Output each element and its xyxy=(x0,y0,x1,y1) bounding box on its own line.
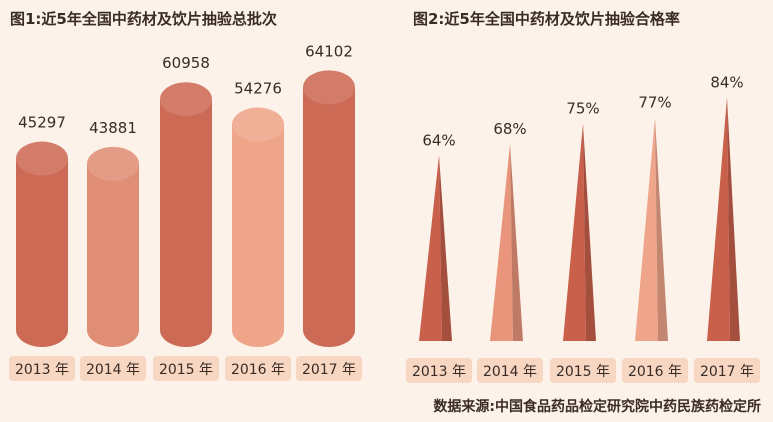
chart2-value-label-2: 75% xyxy=(566,100,599,118)
chart1-category-box-2 xyxy=(153,356,219,381)
chart2-bar-side-0 xyxy=(439,155,452,341)
chart2-title: 图2:近5年全国中药材及饮片抽验合格率 xyxy=(413,10,680,28)
chart2-bar-side-2 xyxy=(583,123,596,341)
chart2-value-label-3: 77% xyxy=(638,94,671,112)
chart2-bar-4 xyxy=(707,97,730,342)
chart1-category-box-4 xyxy=(296,356,362,381)
chart2-bar-side-3 xyxy=(655,117,668,341)
chart1-category-box-3 xyxy=(225,356,291,381)
chart1-category-box-1 xyxy=(80,356,146,381)
chart2-value-label-4: 84% xyxy=(710,73,743,91)
chart1-category-label-4: 2017 年 xyxy=(302,362,356,378)
chart1-title: 图1:近5年全国中药材及饮片抽验总批次 xyxy=(10,10,277,28)
chart1-bar-top-0 xyxy=(16,141,68,176)
chart2-category-box-2 xyxy=(550,358,616,383)
chart2-category-label-1: 2014 年 xyxy=(483,364,537,380)
chart1-bar-1 xyxy=(87,163,139,347)
chart2-bar-side-1 xyxy=(510,143,523,341)
chart1-category-label-1: 2014 年 xyxy=(86,362,140,378)
chart1-bar-0 xyxy=(16,158,68,347)
chart1-bar-2 xyxy=(160,99,212,347)
chart2-value-label-1: 68% xyxy=(493,120,526,138)
chart1-bar-top-3 xyxy=(232,107,284,142)
chart2-category-label-2: 2015 年 xyxy=(556,364,610,380)
chart2-category-box-3 xyxy=(622,358,688,383)
chart2-bar-side-4 xyxy=(727,97,740,342)
chart2-category-box-0 xyxy=(406,358,472,383)
chart2-category-box-4 xyxy=(694,358,760,383)
chart1-bar-top-2 xyxy=(160,82,212,117)
chart1-value-label-3: 54276 xyxy=(234,80,282,98)
chart2-bar-2 xyxy=(563,123,586,341)
chart1-bar-4 xyxy=(303,87,355,348)
chart2-value-label-0: 64% xyxy=(422,131,455,149)
chart2-bar-3 xyxy=(635,117,658,341)
chart1-value-label-0: 45297 xyxy=(18,114,66,132)
chart1-category-label-2: 2015 年 xyxy=(159,362,213,378)
chart2-bar-1 xyxy=(490,143,513,341)
chart1-category-label-0: 2013 年 xyxy=(15,362,69,378)
chart1-value-label-4: 64102 xyxy=(305,42,353,60)
chart1-bar-top-1 xyxy=(87,146,139,181)
chart1-value-label-2: 60958 xyxy=(162,54,210,72)
chart2-category-label-0: 2013 年 xyxy=(412,364,466,380)
chart2-bar-0 xyxy=(419,155,442,341)
chart1-bar-3 xyxy=(232,124,284,347)
chart2-category-box-1 xyxy=(477,358,543,383)
chart2-category-label-4: 2017 年 xyxy=(700,364,754,380)
chart2-category-label-3: 2016 年 xyxy=(628,364,682,380)
chart1-value-label-1: 43881 xyxy=(89,119,137,137)
chart1-category-label-3: 2016 年 xyxy=(231,362,285,378)
data-source: 数据来源:中国食品药品检定研究院中药民族药检定所 xyxy=(433,399,761,415)
chart1-bar-top-4 xyxy=(303,70,355,105)
chart1-category-box-0 xyxy=(9,356,75,381)
